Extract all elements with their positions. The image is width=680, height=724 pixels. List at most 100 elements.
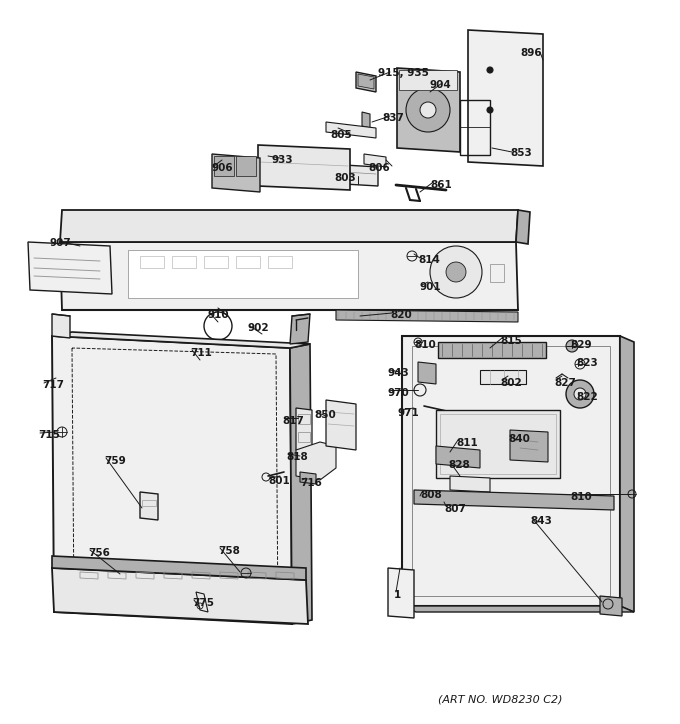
Polygon shape xyxy=(388,568,414,618)
Text: 801: 801 xyxy=(268,476,290,486)
Polygon shape xyxy=(290,314,310,344)
Bar xyxy=(172,256,196,268)
Text: 840: 840 xyxy=(508,434,530,444)
Text: 823: 823 xyxy=(576,358,598,368)
Text: 915, 935: 915, 935 xyxy=(378,68,429,78)
Polygon shape xyxy=(52,556,306,580)
Text: 822: 822 xyxy=(576,392,598,402)
Text: 758: 758 xyxy=(218,546,240,556)
Polygon shape xyxy=(516,210,530,244)
Text: 814: 814 xyxy=(418,255,440,265)
Bar xyxy=(142,500,156,506)
Polygon shape xyxy=(402,336,620,606)
Bar xyxy=(204,256,228,268)
Text: 711: 711 xyxy=(190,348,212,358)
Polygon shape xyxy=(436,446,480,468)
Polygon shape xyxy=(60,242,518,310)
Polygon shape xyxy=(438,342,546,358)
Text: 808: 808 xyxy=(420,490,442,500)
Text: 807: 807 xyxy=(444,504,466,514)
Text: 853: 853 xyxy=(510,148,532,158)
Text: 861: 861 xyxy=(430,180,452,190)
Polygon shape xyxy=(212,154,260,192)
Polygon shape xyxy=(356,72,376,92)
Circle shape xyxy=(574,388,586,400)
Polygon shape xyxy=(60,210,518,242)
Polygon shape xyxy=(258,145,350,190)
Polygon shape xyxy=(28,242,112,294)
Text: 896: 896 xyxy=(520,48,542,58)
Polygon shape xyxy=(600,596,622,616)
Polygon shape xyxy=(468,30,543,166)
Polygon shape xyxy=(480,370,526,384)
Text: 820: 820 xyxy=(390,310,412,320)
Text: 843: 843 xyxy=(530,516,552,526)
Polygon shape xyxy=(358,74,374,89)
Text: 806: 806 xyxy=(369,163,390,173)
Polygon shape xyxy=(140,492,158,520)
Polygon shape xyxy=(402,606,634,612)
Circle shape xyxy=(446,262,466,282)
Polygon shape xyxy=(310,163,378,186)
Text: 715: 715 xyxy=(38,430,60,440)
Polygon shape xyxy=(362,112,370,128)
Polygon shape xyxy=(364,154,386,167)
Circle shape xyxy=(487,67,493,73)
Bar xyxy=(399,70,457,90)
Text: 716: 716 xyxy=(300,478,322,488)
Polygon shape xyxy=(397,68,460,152)
Text: 759: 759 xyxy=(104,456,126,466)
Polygon shape xyxy=(450,476,490,492)
Bar xyxy=(214,156,234,176)
Text: 907: 907 xyxy=(50,238,72,248)
Circle shape xyxy=(406,88,450,132)
Circle shape xyxy=(430,246,482,298)
Polygon shape xyxy=(418,362,436,384)
Bar xyxy=(140,256,164,268)
Bar xyxy=(298,432,310,442)
Text: 803: 803 xyxy=(335,173,356,183)
Bar xyxy=(236,156,256,176)
Text: 818: 818 xyxy=(286,452,308,462)
Bar xyxy=(268,256,292,268)
Text: 1: 1 xyxy=(394,590,401,600)
Polygon shape xyxy=(296,408,312,452)
Polygon shape xyxy=(326,400,356,450)
Polygon shape xyxy=(296,442,336,480)
Polygon shape xyxy=(196,592,208,612)
Polygon shape xyxy=(52,314,70,338)
Polygon shape xyxy=(510,430,548,462)
Polygon shape xyxy=(52,568,308,624)
Text: 828: 828 xyxy=(448,460,470,470)
Circle shape xyxy=(566,340,578,352)
Circle shape xyxy=(566,380,594,408)
Text: 910: 910 xyxy=(208,310,230,320)
Text: 850: 850 xyxy=(314,410,336,420)
Polygon shape xyxy=(52,332,310,348)
Text: 817: 817 xyxy=(282,416,304,426)
Polygon shape xyxy=(290,344,312,624)
Text: 970: 970 xyxy=(388,388,410,398)
Text: 810: 810 xyxy=(570,492,592,502)
Text: 815: 815 xyxy=(500,336,522,346)
Polygon shape xyxy=(620,336,634,612)
Text: 805: 805 xyxy=(330,130,352,140)
Text: 810: 810 xyxy=(414,340,436,350)
Text: 837: 837 xyxy=(382,113,404,123)
Circle shape xyxy=(487,107,493,113)
Text: 902: 902 xyxy=(248,323,270,333)
Polygon shape xyxy=(414,490,614,510)
Bar xyxy=(128,250,358,298)
Polygon shape xyxy=(436,410,560,478)
Bar xyxy=(298,414,310,424)
Text: 811: 811 xyxy=(456,438,478,448)
Text: 933: 933 xyxy=(272,155,294,165)
Polygon shape xyxy=(300,472,316,484)
Polygon shape xyxy=(326,122,376,138)
Text: 717: 717 xyxy=(42,380,64,390)
Text: 829: 829 xyxy=(570,340,592,350)
Text: 756: 756 xyxy=(88,548,110,558)
Text: 901: 901 xyxy=(420,282,441,292)
Text: 971: 971 xyxy=(398,408,420,418)
Polygon shape xyxy=(52,336,292,624)
